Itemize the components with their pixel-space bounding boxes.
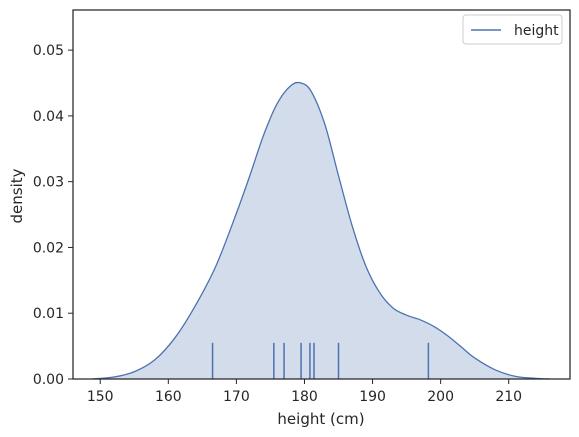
x-tick-label: 180 bbox=[291, 389, 318, 405]
density-area-height bbox=[92, 82, 550, 379]
y-tick-label: 0.00 bbox=[33, 372, 64, 388]
x-tick-label: 150 bbox=[87, 389, 114, 405]
legend: height bbox=[462, 14, 563, 45]
density-line-height bbox=[92, 81, 550, 380]
y-tick-label: 0.05 bbox=[33, 43, 64, 59]
legend-label-height: height bbox=[514, 23, 559, 39]
x-tick-label: 170 bbox=[223, 389, 250, 405]
x-tick-label: 210 bbox=[495, 389, 522, 405]
x-axis-title: height (cm) bbox=[277, 410, 364, 428]
axes: 150 160 170 180 190 200 210 0.00 0.01 0.02 0.03 0.0… bbox=[33, 43, 522, 405]
x-tick-label: 190 bbox=[359, 389, 386, 405]
x-tick-label: 160 bbox=[155, 389, 182, 405]
x-tick-label: 200 bbox=[427, 389, 454, 405]
y-tick-label: 0.01 bbox=[33, 306, 64, 322]
y-axis-title: density bbox=[8, 168, 26, 223]
legend-box bbox=[462, 14, 563, 45]
y-tick-label: 0.03 bbox=[33, 175, 64, 191]
plot-area bbox=[92, 81, 550, 380]
y-tick-label: 0.02 bbox=[33, 240, 64, 256]
axes-frame bbox=[72, 9, 571, 380]
y-tick-label: 0.04 bbox=[33, 109, 64, 125]
rug-marks bbox=[211, 342, 430, 379]
